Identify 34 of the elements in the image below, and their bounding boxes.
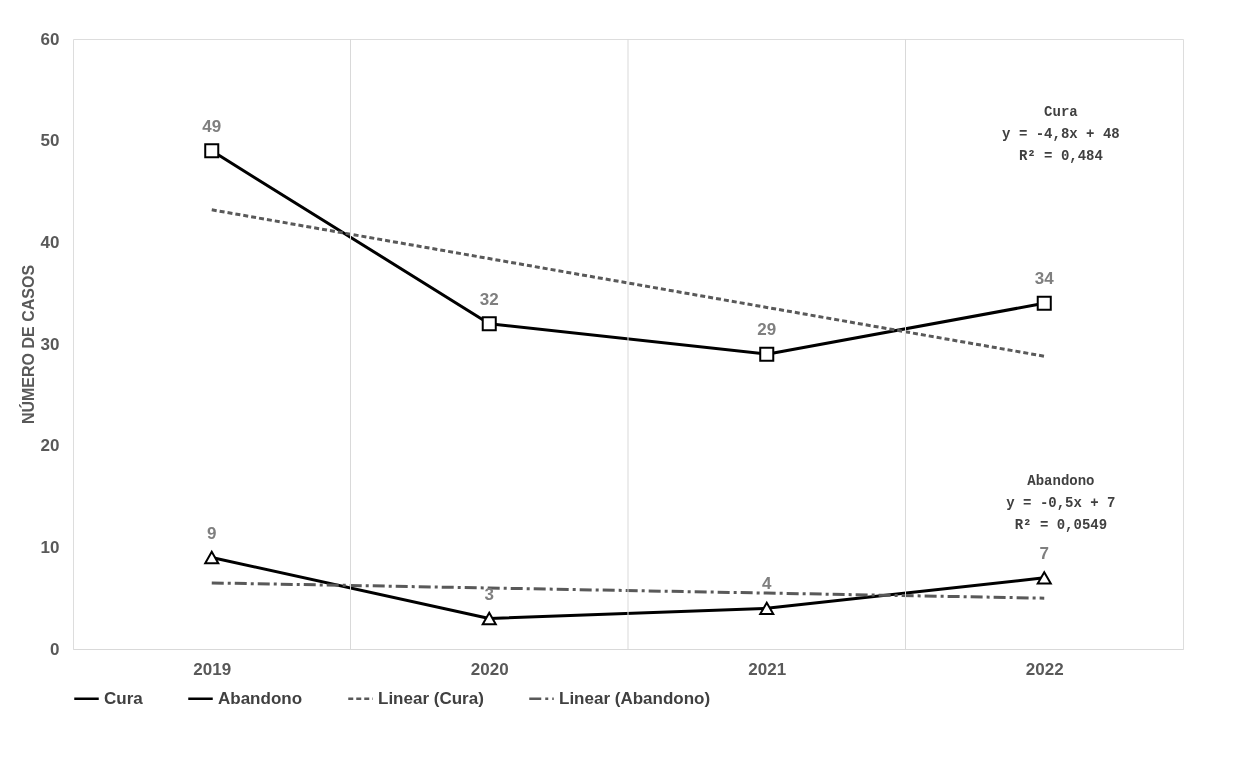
y-tick-label: 30 <box>40 334 60 354</box>
data-label: 3 <box>484 584 494 604</box>
point <box>204 550 220 565</box>
data-label: 7 <box>1039 543 1049 563</box>
data-label: 4 <box>762 574 773 594</box>
y-tick-label: 0 <box>50 639 60 659</box>
point <box>1036 295 1052 311</box>
legend-label: Linear (Abandono) <box>559 688 711 708</box>
y-tick-label: 10 <box>40 537 60 557</box>
y-axis-title: NÚMERO DE CASOS <box>18 264 37 425</box>
point <box>481 611 497 626</box>
point <box>204 143 220 159</box>
x-tick-label: 2021 <box>748 659 787 679</box>
data-label: 34 <box>1034 269 1055 289</box>
point <box>759 601 775 615</box>
y-tick-label: 50 <box>40 131 60 151</box>
legend-label: Cura <box>104 688 144 708</box>
legend-label: Abandono <box>218 688 303 708</box>
data-label: 49 <box>202 116 222 136</box>
x-tick-label: 2020 <box>470 659 509 679</box>
annotation: Cura y = -4,8x + 48 R² = 0,484 <box>1002 103 1120 164</box>
point <box>481 316 497 332</box>
legend-label: Linear (Cura) <box>378 688 484 708</box>
x-tick-label: 2022 <box>1025 659 1064 679</box>
data-label: 29 <box>757 320 777 340</box>
data-label: 9 <box>207 523 217 543</box>
point <box>1036 571 1052 585</box>
data-label: 32 <box>479 289 499 309</box>
y-tick-label: 40 <box>40 232 60 252</box>
y-tick-label: 60 <box>40 29 60 49</box>
annotation: Abandono y = -0,5x + 7 R² = 0,0549 <box>1006 472 1116 533</box>
y-tick-label: 20 <box>40 436 60 456</box>
point <box>759 346 775 362</box>
x-tick-label: 2019 <box>193 659 232 679</box>
